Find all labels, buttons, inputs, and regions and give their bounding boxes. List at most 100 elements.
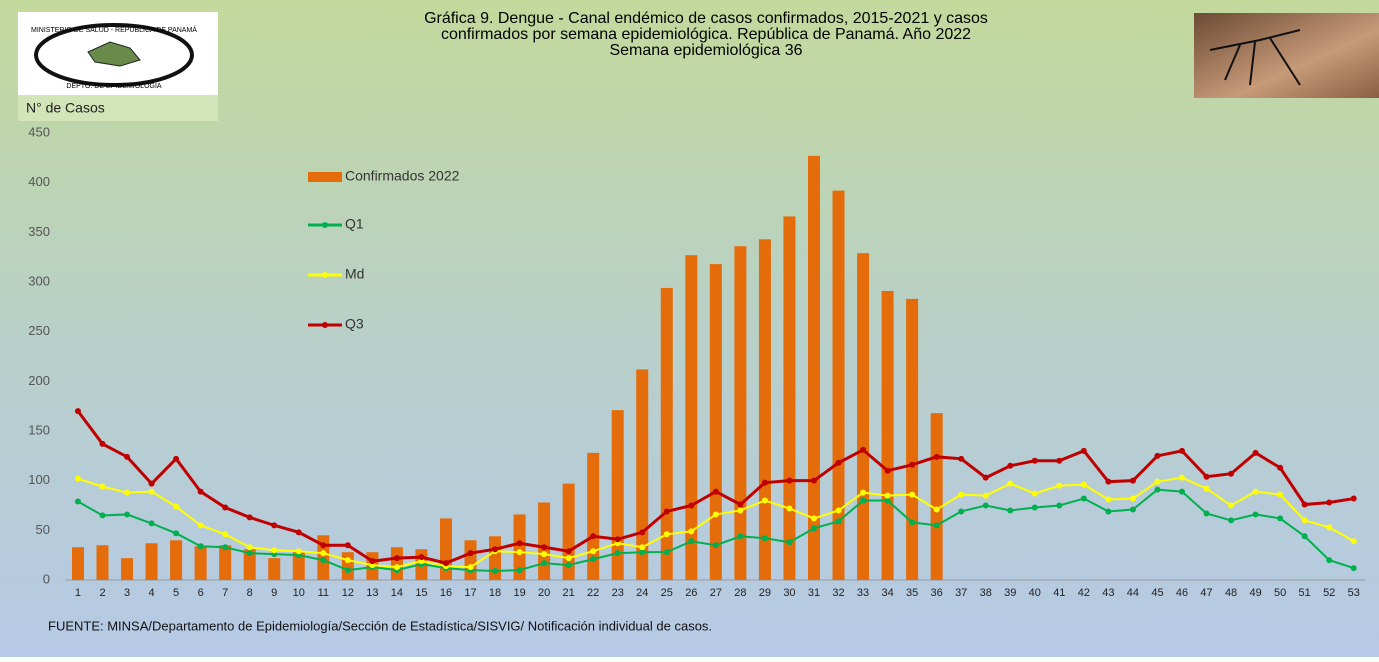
point: [884, 467, 891, 474]
point: [1031, 490, 1038, 497]
point: [467, 550, 474, 557]
point: [173, 455, 180, 462]
point: [933, 506, 940, 513]
point: [1252, 449, 1259, 456]
point: [712, 542, 719, 549]
point: [1105, 496, 1112, 503]
point: [418, 554, 425, 561]
x-tick-label: 17: [464, 587, 476, 599]
chart-title-line: confirmados por semana epidemiológica. R…: [441, 26, 971, 43]
point: [1252, 511, 1259, 518]
bar: [121, 558, 134, 580]
point: [271, 547, 278, 554]
x-tick-label: 11: [318, 587, 329, 599]
x-tick-label: 36: [931, 587, 943, 599]
point: [1080, 481, 1087, 488]
logo-top-text: MINISTERIO DE SALUD - REPÚBLICA DE PANAM…: [31, 25, 197, 34]
bar: [562, 483, 575, 580]
bar: [268, 558, 281, 580]
x-tick-label: 35: [906, 587, 918, 599]
bar: [587, 452, 600, 580]
point: [810, 525, 817, 532]
y-tick-label: 400: [28, 174, 50, 189]
point: [1301, 501, 1308, 508]
legend-marker: [322, 222, 328, 228]
point: [835, 507, 842, 514]
y-tick-label: 300: [28, 273, 50, 288]
x-tick-label: 23: [612, 587, 624, 599]
point: [541, 544, 548, 551]
point: [688, 502, 695, 509]
legend-label: Q3: [345, 316, 364, 332]
point: [688, 538, 695, 545]
point: [786, 477, 793, 484]
x-tick-label: 21: [563, 587, 575, 599]
point: [1350, 495, 1357, 502]
point: [1056, 482, 1063, 489]
y-tick-label: 350: [28, 224, 50, 239]
point: [1228, 470, 1235, 477]
bar: [832, 190, 845, 580]
point: [1154, 452, 1161, 459]
bar: [709, 264, 722, 580]
legend-label: Q1: [345, 216, 364, 232]
bar: [219, 545, 232, 580]
point: [393, 564, 400, 571]
bar: [145, 543, 158, 580]
point: [148, 488, 155, 495]
point: [1154, 478, 1161, 485]
point: [246, 514, 253, 521]
mosquito-figure: [1209, 29, 1301, 86]
point: [982, 502, 989, 509]
legend-swatch: [308, 172, 342, 182]
point: [835, 518, 842, 525]
point: [344, 567, 351, 574]
point: [1277, 491, 1284, 498]
point: [786, 539, 793, 546]
chart-title-line: Gráfica 9. Dengue - Canal endémico de ca…: [424, 10, 988, 27]
x-tick-label: 41: [1053, 587, 1065, 599]
mosquito-image: [1194, 13, 1379, 98]
point: [1178, 474, 1185, 481]
point: [74, 408, 81, 415]
point: [761, 479, 768, 486]
point: [516, 567, 523, 574]
point: [958, 508, 965, 515]
x-tick-label: 12: [342, 587, 354, 599]
point: [860, 489, 867, 496]
point: [295, 529, 302, 536]
x-tick-label: 8: [247, 587, 253, 599]
point: [1056, 457, 1063, 464]
point: [590, 548, 597, 555]
point: [958, 491, 965, 498]
point: [982, 474, 989, 481]
point: [639, 544, 646, 551]
point: [173, 530, 180, 537]
point: [74, 475, 81, 482]
bar: [906, 298, 919, 580]
x-tick-label: 30: [783, 587, 795, 599]
point: [712, 488, 719, 495]
bar: [170, 540, 183, 580]
point: [541, 560, 548, 567]
point: [933, 522, 940, 529]
bar: [930, 413, 943, 580]
point: [590, 533, 597, 540]
point: [541, 551, 548, 558]
point: [516, 549, 523, 556]
point: [590, 556, 597, 563]
x-tick-label: 24: [636, 587, 648, 599]
y-tick-label: 150: [28, 422, 50, 437]
point: [860, 446, 867, 453]
point: [1178, 447, 1185, 454]
x-tick-label: 18: [489, 587, 501, 599]
x-tick-label: 50: [1274, 587, 1286, 599]
point: [173, 503, 180, 510]
point: [565, 555, 572, 562]
bar: [881, 290, 894, 580]
point: [1301, 533, 1308, 540]
legend-marker: [322, 322, 328, 328]
x-tick-label: 34: [881, 587, 893, 599]
x-tick-label: 44: [1127, 587, 1139, 599]
